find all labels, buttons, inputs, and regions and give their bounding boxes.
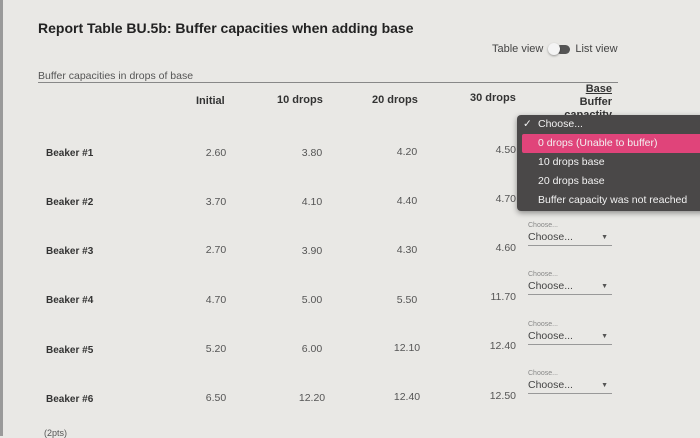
view-toggle: Table view List view [492,43,618,55]
table-caption: Buffer capacities in drops of base [38,70,194,82]
select-box[interactable]: Choose... ▼ [528,280,612,295]
checkmark-icon: ✓ [523,118,532,130]
page-title: Report Table BU.5b: Buffer capacities wh… [38,20,414,36]
cell-beaker6-30: 12.50 [489,390,516,402]
header-20-drops: 20 drops [372,94,418,106]
select-floating-label: Choose... [528,321,558,328]
cell-beaker2-initial: 3.70 [205,196,227,208]
cell-beaker1-initial: 2.60 [205,147,227,159]
caption-divider [38,82,618,83]
cell-beaker4-20: 5.50 [396,294,418,306]
dropdown-arrow-icon: ▼ [601,233,608,241]
cell-beaker1-10: 3.80 [301,147,323,159]
dropdown-arrow-icon: ▼ [601,332,608,340]
select-floating-label: Choose... [528,222,558,229]
menu-option-20-drops[interactable]: 20 drops base [538,175,605,187]
cell-beaker2-30: 4.70 [495,193,516,205]
cell-beaker3-30: 4.60 [495,242,516,254]
cell-beaker5-10: 6.00 [301,343,323,355]
menu-option-10-drops[interactable]: 10 drops base [538,156,605,168]
select-value: Choose... [528,231,573,243]
select-box[interactable]: Choose... ▼ [528,231,612,246]
menu-option-label: Choose... [538,118,583,130]
cell-beaker4-30: 11.70 [490,291,517,303]
buffer-capacity-select-beaker-6[interactable]: Choose... Choose... ▼ [528,370,612,394]
select-value: Choose... [528,379,573,391]
points-note: (2pts) [44,428,68,438]
cell-beaker1-20: 4.20 [396,146,418,158]
select-value: Choose... [528,330,573,342]
select-floating-label: Choose... [528,271,558,278]
cell-beaker3-20: 4.30 [396,244,418,256]
cell-beaker6-20: 12.40 [393,391,421,403]
row-label-beaker-4: Beaker #4 [46,295,94,306]
header-initial: Initial [196,95,225,107]
cell-beaker2-10: 4.10 [301,196,323,208]
list-view-label[interactable]: List view [575,43,618,55]
header-base-line1: Base [585,83,612,95]
header-30-drops: 30 drops [470,92,516,104]
cell-beaker6-10: 12.20 [298,392,326,404]
select-floating-label: Choose... [528,370,558,377]
header-10-drops: 10 drops [277,94,323,106]
toggle-knob [548,43,561,55]
cell-beaker4-initial: 4.70 [205,294,227,306]
table-view-label[interactable]: Table view [492,43,544,55]
buffer-capacity-dropdown-menu: ✓ Choose... 0 drops (Unable to buffer) 10… [517,115,700,211]
menu-option-0-drops[interactable]: 0 drops (Unable to buffer) [522,134,700,153]
cell-beaker5-30: 12.40 [489,340,516,352]
cell-beaker3-10: 3.90 [301,245,323,257]
cell-beaker3-initial: 2.70 [205,244,227,256]
row-label-beaker-5: Beaker #5 [46,345,94,356]
cell-beaker5-initial: 5.20 [205,343,227,355]
row-label-beaker-1: Beaker #1 [46,148,94,159]
cell-beaker1-30: 4.50 [495,144,516,156]
row-label-beaker-2: Beaker #2 [46,197,94,208]
view-toggle-switch[interactable] [546,43,572,55]
dropdown-arrow-icon: ▼ [601,282,608,290]
select-box[interactable]: Choose... ▼ [528,330,612,345]
buffer-capacity-select-beaker-3[interactable]: Choose... Choose... ▼ [528,222,612,246]
buffer-capacity-select-beaker-4[interactable]: Choose... Choose... ▼ [528,271,612,295]
cell-beaker4-10: 5.00 [301,294,323,306]
cell-beaker2-20: 4.40 [396,195,418,207]
select-value: Choose... [528,280,573,292]
buffer-capacity-select-beaker-5[interactable]: Choose... Choose... ▼ [528,321,612,345]
select-box[interactable]: Choose... ▼ [528,379,612,394]
row-label-beaker-3: Beaker #3 [46,246,94,257]
toggle-track [556,45,571,54]
menu-option-not-reached[interactable]: Buffer capacity was not reached [538,194,688,206]
menu-option-choose[interactable]: ✓ Choose... [517,115,700,134]
cell-beaker6-initial: 6.50 [205,392,227,404]
dropdown-arrow-icon: ▼ [601,381,608,389]
row-label-beaker-6: Beaker #6 [46,394,94,405]
cell-beaker5-20: 12.10 [393,342,421,354]
